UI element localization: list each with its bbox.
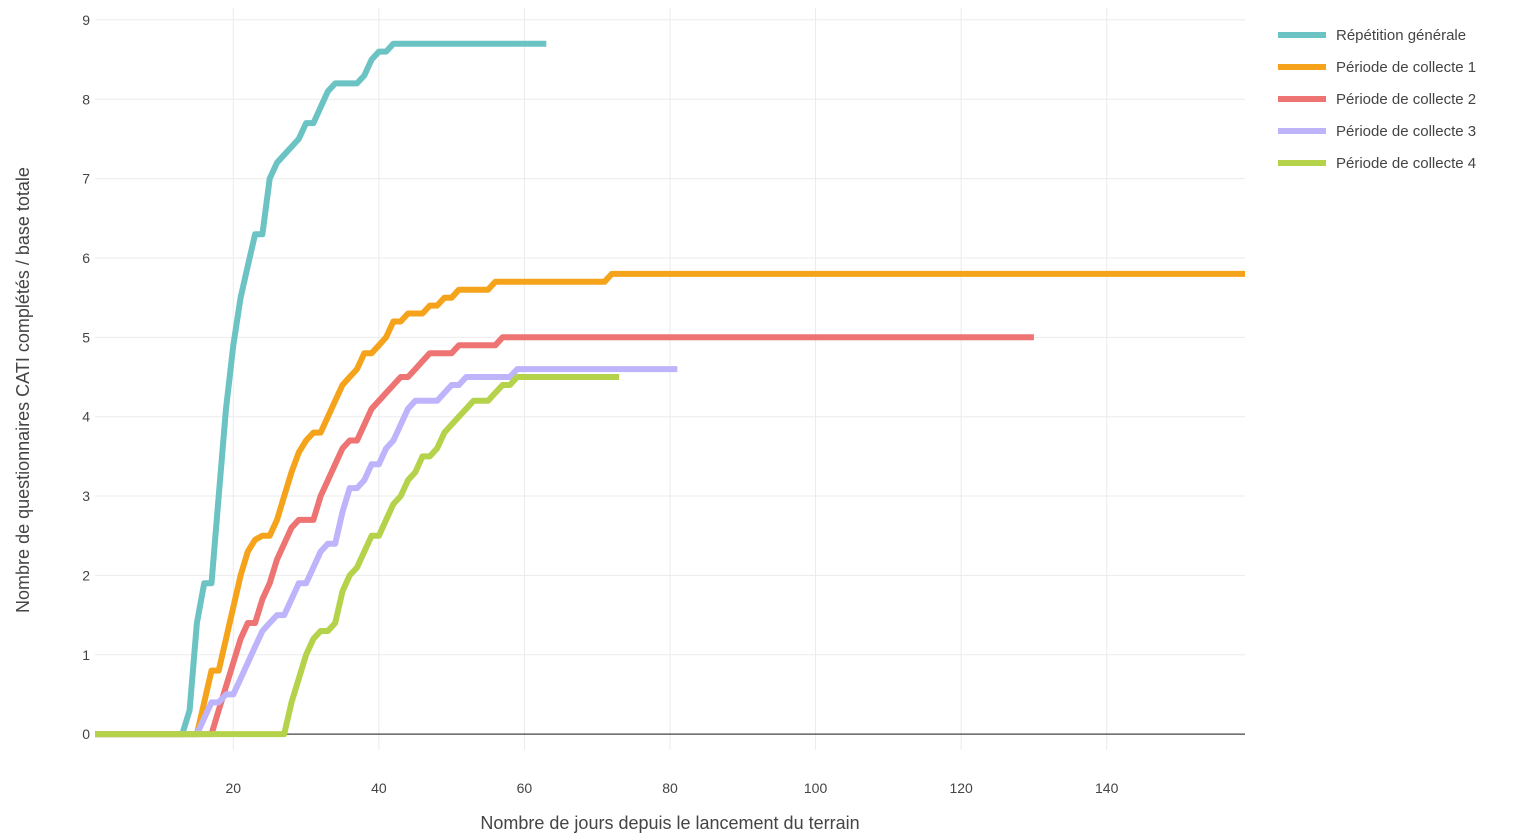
x-tick-label-6: 140 [1095,780,1119,796]
x-tick-label-2: 60 [517,780,533,796]
x-tick-labels: 20 40 60 80 100 120 140 [226,780,1119,796]
y-tick-label-3: 3 [82,488,90,504]
y-tick-label-6: 6 [82,250,90,266]
legend-item-4[interactable]: Période de collecte 3 [1278,123,1476,140]
series-line-5 [95,374,620,738]
x-tick-label-4: 100 [804,780,828,796]
series-line-1 [95,40,547,738]
grid [95,8,1245,750]
legend-item-1[interactable]: Répétition générale [1278,27,1466,44]
x-tick-label-0: 20 [226,780,242,796]
x-tick-label-1: 40 [371,780,387,796]
y-tick-label-7: 7 [82,171,90,187]
legend-label: Période de collecte 3 [1336,123,1476,140]
y-tick-label-2: 2 [82,567,90,583]
x-tick-label-3: 80 [662,780,678,796]
series-line-4 [95,366,678,738]
legend-label: Période de collecte 4 [1336,155,1476,172]
y-tick-label-8: 8 [82,91,90,107]
series-lines [95,40,1245,738]
y-tick-label-0: 0 [82,726,90,742]
legend-label: Période de collecte 2 [1336,91,1476,108]
y-tick-labels: 0 1 2 3 4 5 6 7 8 9 [82,12,90,742]
series-line-2 [95,270,1245,738]
y-tick-label-9: 9 [82,12,90,28]
series-line-3 [95,334,1034,738]
y-tick-label-5: 5 [82,329,90,345]
y-tick-label-4: 4 [82,409,90,425]
x-tick-label-5: 120 [949,780,973,796]
legend-item-3[interactable]: Période de collecte 2 [1278,91,1476,108]
legend-label: Période de collecte 1 [1336,59,1476,76]
legend-item-5[interactable]: Période de collecte 4 [1278,155,1476,172]
legend-label: Répétition générale [1336,27,1466,44]
legend-item-2[interactable]: Période de collecte 1 [1278,59,1476,76]
y-axis-title: Nombre de questionnaires CATI complétés … [13,167,33,613]
legend[interactable]: Répétition générale Période de collecte 1… [1278,27,1476,172]
y-tick-label-1: 1 [82,647,90,663]
x-axis-title: Nombre de jours depuis le lancement du t… [480,813,859,833]
